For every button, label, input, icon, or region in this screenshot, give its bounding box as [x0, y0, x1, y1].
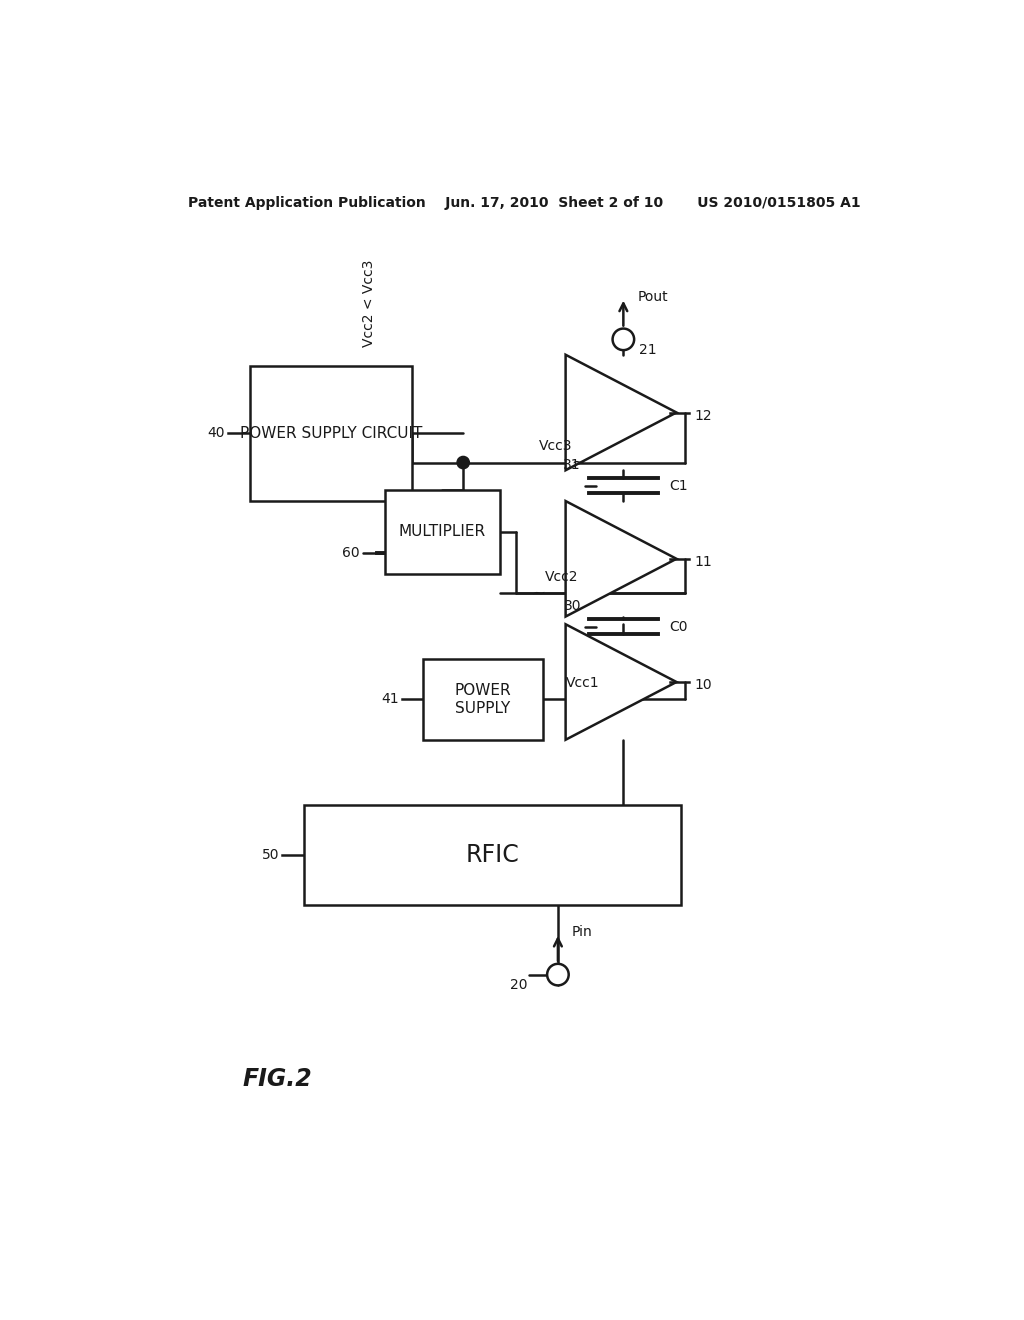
- Text: Vcc2: Vcc2: [545, 570, 579, 585]
- Text: C0: C0: [670, 619, 688, 634]
- Text: POWER SUPPLY CIRCUIT: POWER SUPPLY CIRCUIT: [240, 426, 422, 441]
- Text: 20: 20: [510, 978, 527, 993]
- Text: FIG.2: FIG.2: [243, 1067, 312, 1090]
- Text: ~: ~: [571, 454, 586, 471]
- Text: Patent Application Publication    Jun. 17, 2010  Sheet 2 of 10       US 2010/015: Patent Application Publication Jun. 17, …: [188, 197, 861, 210]
- Text: Vcc2 < Vcc3: Vcc2 < Vcc3: [362, 260, 376, 347]
- Circle shape: [612, 329, 634, 350]
- Text: 30: 30: [563, 599, 581, 612]
- Text: 10: 10: [694, 678, 712, 692]
- Text: ~: ~: [531, 585, 546, 602]
- Text: 60: 60: [342, 546, 360, 560]
- Text: 40: 40: [208, 426, 225, 441]
- Text: RFIC: RFIC: [466, 843, 519, 867]
- Text: 50: 50: [262, 849, 280, 862]
- Text: Vcc3: Vcc3: [539, 440, 572, 453]
- Bar: [385, 490, 500, 574]
- Bar: [304, 805, 681, 906]
- Text: Pout: Pout: [637, 290, 668, 304]
- Bar: [250, 367, 412, 502]
- Polygon shape: [565, 355, 677, 470]
- Text: 11: 11: [694, 554, 712, 569]
- Bar: [423, 659, 543, 739]
- Text: POWER
SUPPLY: POWER SUPPLY: [455, 684, 511, 715]
- Text: Vcc1: Vcc1: [565, 676, 599, 689]
- Text: MULTIPLIER: MULTIPLIER: [398, 524, 486, 540]
- Circle shape: [547, 964, 568, 985]
- Text: 21: 21: [639, 343, 656, 358]
- Circle shape: [457, 457, 469, 469]
- Text: 31: 31: [563, 458, 581, 471]
- Text: C1: C1: [670, 479, 688, 492]
- Text: 12: 12: [694, 409, 712, 422]
- Polygon shape: [565, 624, 677, 739]
- Polygon shape: [565, 502, 677, 616]
- Text: 41: 41: [381, 692, 398, 706]
- Text: Pin: Pin: [571, 925, 593, 940]
